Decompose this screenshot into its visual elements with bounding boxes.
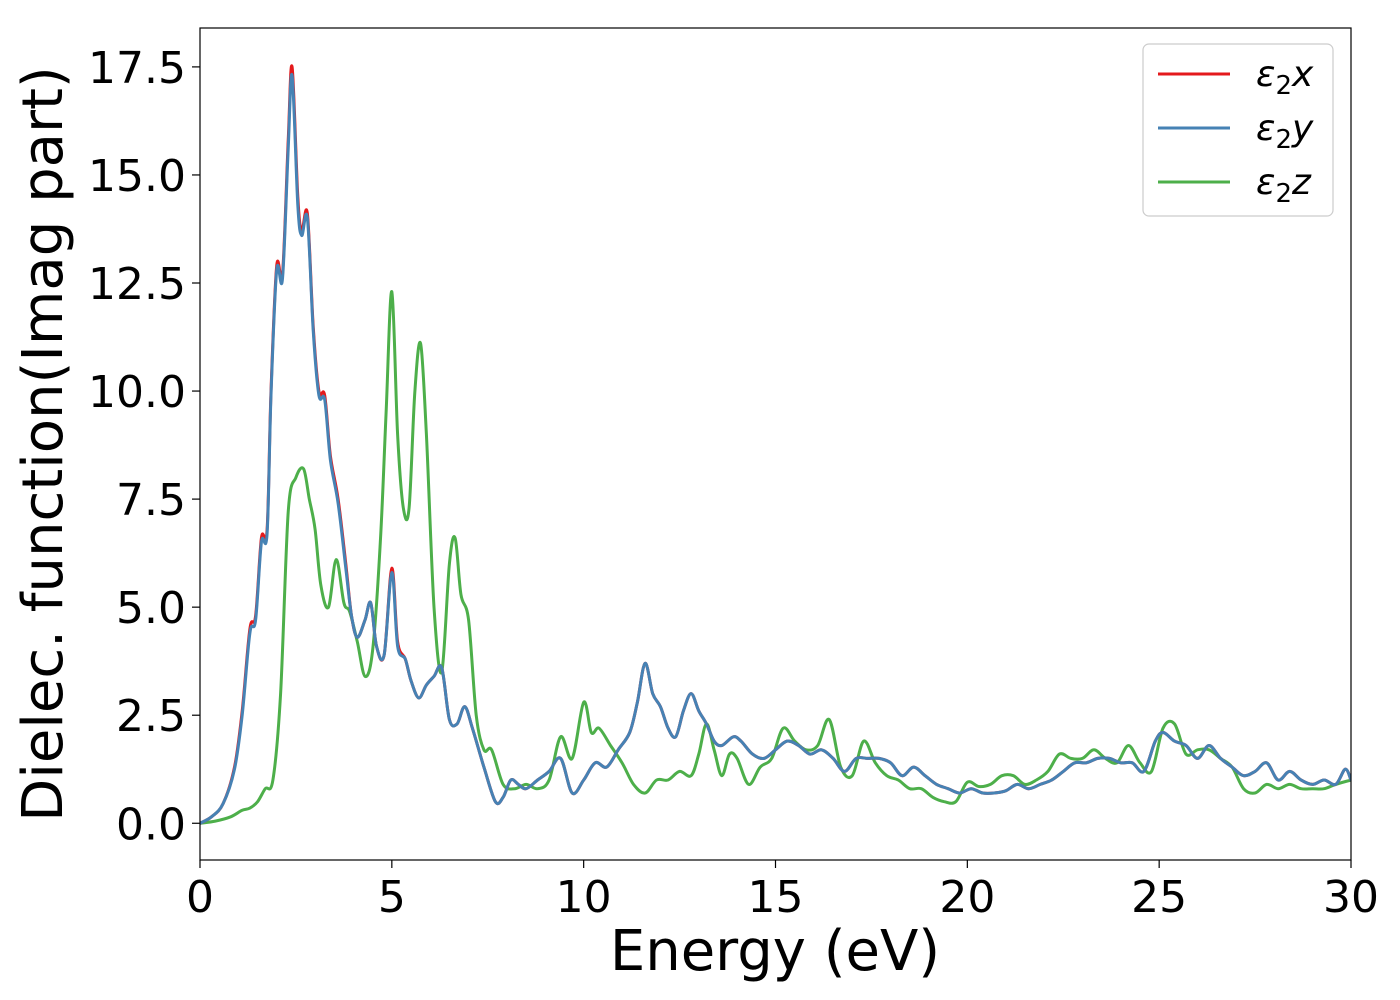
legend-component: z <box>1291 162 1312 203</box>
legend-component: x <box>1291 54 1314 95</box>
x-tick-label: 5 <box>378 872 406 923</box>
y-tick-label: 17.5 <box>88 43 186 94</box>
legend-subscript: 2 <box>1275 125 1292 155</box>
y-tick-label: 15.0 <box>88 151 186 202</box>
x-tick-label: 10 <box>556 872 612 923</box>
series-line-y <box>200 72 1351 825</box>
legend-symbol: ε <box>1256 162 1275 203</box>
x-tick-label: 25 <box>1131 872 1187 923</box>
y-tick-label: 5.0 <box>116 583 186 634</box>
y-tick-label: 0.0 <box>116 799 186 850</box>
y-tick-label: 7.5 <box>116 475 186 526</box>
legend-symbol: ε <box>1256 108 1275 149</box>
legend-label-y: ε2y <box>1256 108 1314 155</box>
x-axis-label: Energy (eV) <box>610 919 940 984</box>
y-tick-label: 2.5 <box>116 691 186 742</box>
x-axis: 0 5 10 15 20 25 30 <box>186 860 1379 923</box>
x-tick-label: 0 <box>186 872 214 923</box>
y-axis-label: Dielec. function(Imag part) <box>11 66 76 822</box>
y-tick-label: 12.5 <box>88 259 186 310</box>
x-tick-label: 30 <box>1323 872 1379 923</box>
legend-subscript: 2 <box>1275 71 1292 101</box>
legend-component: y <box>1291 108 1314 149</box>
legend-subscript: 2 <box>1275 179 1292 209</box>
legend-symbol: ε <box>1256 54 1275 95</box>
x-tick-label: 20 <box>939 872 995 923</box>
series-layer <box>200 64 1351 825</box>
legend-label-z: ε2z <box>1256 162 1312 209</box>
legend-box <box>1142 43 1334 217</box>
y-axis: 0.0 2.5 5.0 7.5 10.0 12.5 15.0 17.5 <box>88 43 200 850</box>
legend-label-x: ε2x <box>1256 54 1314 101</box>
y-tick-label: 10.0 <box>88 367 186 418</box>
x-tick-label: 15 <box>748 872 804 923</box>
